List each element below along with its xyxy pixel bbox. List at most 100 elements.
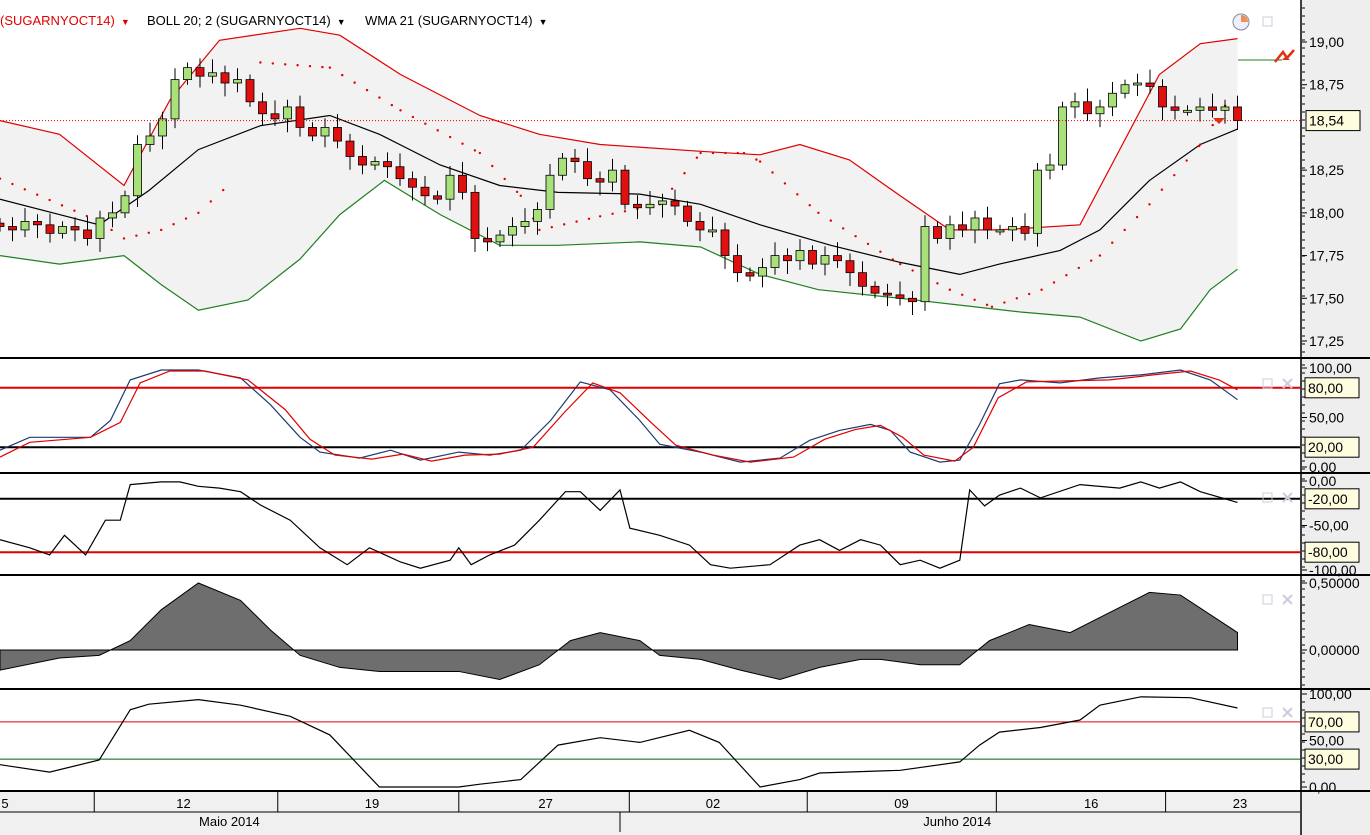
candle-body (133, 144, 142, 197)
sar-dot (587, 217, 591, 220)
candle-body (1083, 101, 1092, 115)
candle-body (1033, 169, 1042, 234)
candle (345, 133, 355, 170)
candle-body (170, 79, 180, 120)
candle (1020, 213, 1030, 241)
candle-body (1158, 86, 1167, 108)
date-label: 09 (894, 796, 908, 811)
close-icon[interactable] (1282, 492, 1293, 503)
restore-icon[interactable] (1262, 378, 1273, 389)
candle (295, 95, 305, 137)
candle (20, 208, 30, 238)
sell-arrow-icon (1213, 118, 1225, 124)
candle-body (0, 222, 5, 227)
sar-dot (891, 258, 894, 261)
candle (1120, 79, 1130, 99)
level-tag: 80,00 (1304, 377, 1360, 399)
sar-dot (755, 158, 758, 161)
sar-dot (11, 182, 14, 186)
restore-icon[interactable] (1262, 707, 1273, 718)
sar-dot (284, 63, 287, 66)
series-selector[interactable]: (SUGARNYOCT14) ▼ (0, 13, 130, 28)
value-tag-label: 70,00 (1308, 714, 1343, 730)
y-tick-label: -50,00 (1309, 518, 1349, 534)
candle (558, 153, 567, 181)
candle (583, 148, 592, 186)
candle-body (1020, 226, 1030, 234)
candle (820, 246, 830, 276)
sar-dot (515, 190, 519, 194)
close-icon[interactable] (1282, 707, 1293, 718)
candle-body (608, 169, 617, 183)
clock-slice (1241, 15, 1248, 22)
candle-body (770, 255, 780, 268)
signal-arrow (1282, 56, 1290, 60)
candle (108, 201, 117, 228)
close-icon[interactable] (1282, 378, 1293, 389)
candle-body (745, 272, 755, 277)
wma-selector[interactable]: WMA 21 (SUGARNYOCT14) ▼ (365, 13, 548, 28)
candle-body (345, 140, 355, 157)
sar-dot (1015, 297, 1018, 300)
sar-dot (399, 109, 402, 112)
close-icon[interactable] (1282, 594, 1293, 605)
candle (1070, 92, 1080, 119)
y-tick-label: 100,00 (1309, 360, 1352, 376)
candle-body (33, 220, 42, 226)
y-tick-label: 50,00 (1309, 410, 1344, 426)
candle-body (520, 220, 530, 227)
value-tag-label: 18,54 (1309, 113, 1344, 129)
value-tag-box (1304, 488, 1360, 510)
candle (1233, 95, 1242, 130)
candle-body (833, 255, 842, 262)
sar-dot (758, 160, 762, 163)
candle (1158, 79, 1167, 121)
sar-dot (550, 225, 553, 229)
clock-icon[interactable] (1232, 13, 1250, 31)
date-label: 02 (706, 796, 720, 811)
candle-body (733, 255, 742, 274)
y-tick-label: 0,50000 (1309, 575, 1360, 591)
date-label: 27 (538, 796, 552, 811)
candle (1083, 88, 1092, 121)
candle (320, 118, 330, 148)
candle-body (708, 229, 717, 233)
sar-dot (711, 151, 715, 155)
candle-body (995, 229, 1005, 233)
sar-dot (866, 242, 870, 246)
sar-dot (1211, 123, 1214, 127)
restore-icon[interactable] (1262, 492, 1273, 503)
candle-body (1045, 164, 1055, 171)
candle (845, 253, 855, 286)
signal-zigzag (1274, 49, 1295, 63)
sar-dot (478, 151, 482, 155)
candle (733, 244, 742, 282)
trade-signal-icon[interactable] (1274, 49, 1295, 63)
bollinger-label: BOLL 20; 2 (SUGARNYOCT14) (147, 13, 331, 28)
candle (395, 153, 405, 186)
candle-body (1133, 82, 1142, 86)
bollinger-selector[interactable]: BOLL 20; 2 (SUGARNYOCT14) ▼ (147, 13, 346, 28)
candle-body (1008, 226, 1017, 231)
candle (520, 208, 530, 234)
sar-dot (365, 88, 369, 92)
candle-body (820, 255, 830, 265)
sar-dot (1090, 259, 1093, 262)
sar-dot (308, 64, 312, 68)
level-tag: 70,00 (1304, 711, 1360, 733)
sar-dot (670, 187, 674, 190)
restore-icon[interactable] (1262, 16, 1273, 27)
candle (870, 281, 880, 299)
candle (33, 214, 42, 239)
candle-body (870, 285, 880, 294)
restore-icon[interactable] (1262, 594, 1273, 605)
candle-body (1183, 109, 1192, 113)
candle (195, 58, 205, 88)
candle-body (958, 224, 967, 231)
candle-body (433, 195, 442, 200)
candle (358, 145, 367, 175)
candle-body (495, 234, 505, 243)
candle (533, 202, 542, 235)
sar-dot (771, 171, 774, 174)
